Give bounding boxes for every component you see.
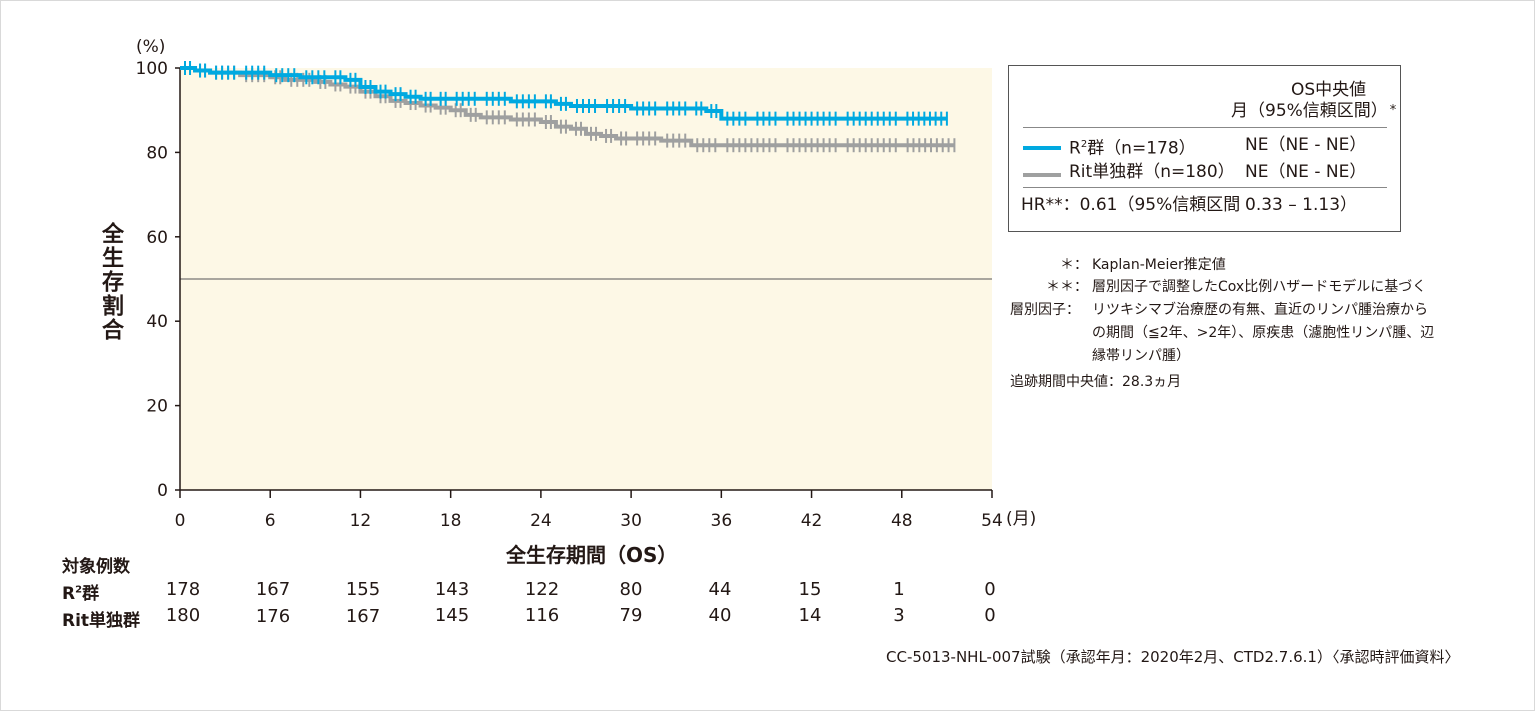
y-tick-label: 40 — [146, 312, 168, 332]
risk-table-title: 対象例数 — [62, 557, 130, 577]
legend-label-r2-main: R — [1069, 138, 1081, 159]
risk-value: 167 — [255, 579, 291, 600]
legend-header-2: 月（95%信頼区間） * — [1231, 101, 1396, 121]
x-unit: (月) — [1006, 509, 1037, 529]
y-tick-label: 0 — [157, 481, 168, 501]
hr-label: HR**：0.61（95%信頼区間 — [1021, 195, 1241, 215]
x-tick-label: 24 — [530, 511, 552, 531]
note-text-1: Kaplan-Meier推定値 — [1092, 257, 1226, 273]
risk-value: 3 — [893, 605, 905, 626]
note-mark-3: 層別因子： — [1010, 302, 1080, 318]
risk-value: 167 — [345, 606, 381, 627]
legend-label-rit: Rit単独群（n=180） — [1069, 162, 1235, 182]
risk-value: 116 — [524, 605, 560, 626]
risk-value: 80 — [619, 579, 643, 600]
x-axis-label: 全生存期間（OS） — [506, 543, 678, 567]
legend-header-1: OS中央値 — [1291, 80, 1367, 100]
y-tick-label: 80 — [146, 143, 168, 163]
x-tick-label: 48 — [891, 511, 913, 531]
note-mark-1: ＊： — [1060, 257, 1088, 273]
risk-value: 143 — [434, 579, 470, 600]
y-tick-label: 60 — [146, 228, 168, 248]
risk-label-r2: R2群 — [62, 579, 99, 604]
series-line-0 — [180, 66, 947, 121]
source-citation: CC-5013-NHL-007試験（承認年月：2020年2月、CTD2.7.6.… — [886, 648, 1460, 666]
note-text-3: リツキシマブ治療歴の有無、直近のリンパ腫治療から — [1092, 302, 1428, 318]
y-tick-label: 20 — [146, 397, 168, 417]
note-text-4: の期間（≦2年、>2年）、原疾患（濾胞性リンパ腫、辺 — [1092, 325, 1435, 341]
x-tick-label: 30 — [620, 511, 642, 531]
x-tick-label: 36 — [711, 511, 733, 531]
x-tick-label: 54 — [981, 511, 1003, 531]
note-text-6: 追跡期間中央値：28.3ヵ月 — [1010, 374, 1182, 390]
legend-label-r2-sup: 2 — [1080, 139, 1088, 150]
note-mark-2: ＊＊： — [1046, 279, 1088, 295]
x-tick-label: 12 — [350, 511, 372, 531]
risk-value: 122 — [524, 579, 560, 600]
legend-line-r2 — [1023, 146, 1061, 150]
legend-value-r2: NE（NE - NE） — [1245, 135, 1367, 155]
legend-divider-2 — [1023, 187, 1387, 188]
legend-divider — [1023, 127, 1387, 128]
axes: 0 20 40 60 80 100 0 6 12 18 24 30 36 42 48 54 — [136, 59, 1003, 531]
hr-value: 0.33 – 1.13） — [1245, 195, 1358, 215]
risk-value: 40 — [708, 605, 732, 626]
legend-line-rit — [1023, 173, 1061, 177]
risk-value: 15 — [798, 579, 822, 600]
y-tick-label: 100 — [136, 59, 168, 79]
x-tick-label: 0 — [175, 511, 186, 531]
risk-value: 180 — [165, 605, 201, 626]
risk-label-r2-main: R — [62, 584, 76, 604]
y-unit: (%) — [136, 37, 166, 57]
note-text-5: 縁帯リンパ腫） — [1092, 348, 1190, 364]
risk-value: 0 — [984, 579, 996, 600]
x-tick-label: 42 — [801, 511, 823, 531]
legend-label-r2: R2群（n=178） — [1069, 135, 1196, 159]
risk-label-r2-sup: 2 — [75, 584, 83, 596]
risk-value: 178 — [165, 579, 201, 600]
y-axis-label: 全生存割合 — [98, 222, 123, 342]
risk-value: 79 — [619, 605, 643, 626]
legend-label-r2-rest: 群（n=178） — [1087, 138, 1196, 159]
risk-value: 14 — [798, 605, 822, 626]
risk-value: 176 — [255, 606, 291, 627]
curves — [180, 61, 956, 153]
legend-box: OS中央値 月（95%信頼区間） * R2群（n=178） NE（NE - NE）… — [1008, 65, 1401, 232]
legend-header-mark: * — [1389, 103, 1397, 118]
legend-header-2-text: 月（95%信頼区間） — [1231, 101, 1388, 121]
note-text-2: 層別因子で調整したCox比例ハザードモデルに基づく — [1092, 279, 1427, 295]
legend-value-rit: NE（NE - NE） — [1245, 162, 1367, 182]
x-tick-label: 18 — [440, 511, 462, 531]
x-tick-label: 6 — [265, 511, 276, 531]
risk-value: 1 — [893, 579, 905, 600]
risk-value: 44 — [708, 579, 732, 600]
risk-label-r2-rest: 群 — [82, 584, 100, 604]
risk-label-rit: Rit単独群 — [62, 611, 141, 631]
risk-value: 0 — [984, 605, 996, 626]
censor-marks-0 — [184, 61, 948, 126]
risk-value: 155 — [345, 579, 381, 600]
risk-value: 145 — [434, 605, 470, 626]
